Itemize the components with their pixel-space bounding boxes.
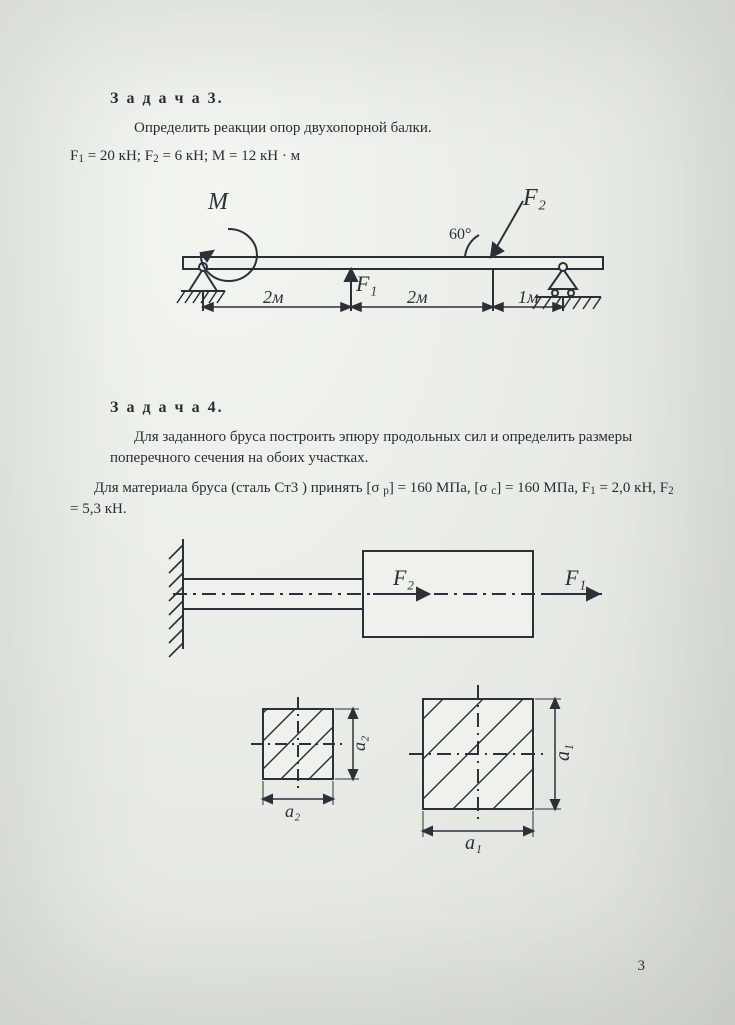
label-d2: 2м — [407, 287, 428, 307]
problem3-heading: З а д а ч а 3. — [110, 90, 675, 108]
label-a2-r: a₂ — [349, 736, 369, 751]
bar-diagram: F₂ F₁ a₂ a₂ a₁ a₁ — [93, 529, 653, 859]
label-d1: 2м — [263, 287, 284, 307]
label-a1-r: a₁ — [552, 744, 574, 761]
page-number: 3 — [638, 958, 646, 975]
label-F2: F₂ — [522, 185, 546, 211]
label-M: M — [207, 189, 230, 215]
label-d3: 1м — [518, 287, 539, 307]
problem4-statement2: Для материала бруса (сталь Ст3 ) принять… — [70, 478, 675, 519]
label-angle: 60° — [449, 226, 471, 243]
label-F2: F₂ — [392, 565, 414, 590]
label-a1-b: a₁ — [465, 832, 482, 854]
page: З а д а ч а 3. Определить реакции опор д… — [0, 0, 735, 1025]
problem4-statement1: Для заданного бруса построить эпюру прод… — [110, 427, 675, 468]
label-F1: F₁ — [355, 271, 377, 296]
label-a2-b: a₂ — [285, 801, 300, 821]
label-F1: F₁ — [564, 565, 586, 590]
problem3-given: F1 = 20 кН; F2 = 6 кН; M = 12 кН · м — [70, 148, 675, 165]
problem4-heading: З а д а ч а 4. — [110, 399, 675, 417]
beam-diagram: M F₁ F₂ 60° 2м 2м 1м — [93, 179, 653, 369]
problem3-statement: Определить реакции опор двухопорной балк… — [110, 118, 675, 138]
